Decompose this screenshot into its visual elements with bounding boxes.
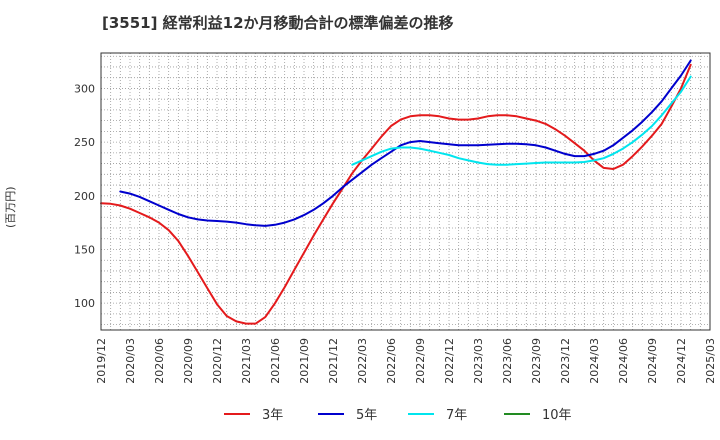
x-tick-label: 2022/12 <box>443 338 456 384</box>
series-lines <box>100 59 692 325</box>
legend-label: 7年 <box>446 408 467 423</box>
y-tick-label: 250 <box>74 136 95 149</box>
y-tick-label: 300 <box>74 82 95 95</box>
x-tick-label: 2024/12 <box>675 338 688 384</box>
plot-area <box>101 53 710 330</box>
x-tick-labels: 2019/12 2020/03 2020/06 2020/09 2020/12 2021/… <box>95 338 717 384</box>
series-line-3年 <box>100 63 692 325</box>
legend-label: 3年 <box>262 408 283 423</box>
x-tick-label: 2024/06 <box>617 338 630 384</box>
x-tick-label: 2022/09 <box>414 338 427 384</box>
x-tick-label: 2023/03 <box>472 338 485 384</box>
series-line-5年 <box>119 59 692 227</box>
x-tick-label: 2020/12 <box>211 338 224 384</box>
y-tick-label: 100 <box>74 297 95 310</box>
x-tick-label: 2024/09 <box>646 338 659 384</box>
x-tick-label: 2020/06 <box>153 338 166 384</box>
grid-lines <box>101 53 710 330</box>
x-tick-label: 2021/12 <box>327 338 340 384</box>
chart-title: [3551] 経常利益12か月移動合計の標準偏差の推移 <box>102 14 454 32</box>
x-tick-label: 2020/09 <box>182 338 195 384</box>
x-tick-label: 2023/12 <box>559 338 572 384</box>
x-tick-label: 2019/12 <box>95 338 108 384</box>
legend: 3年 5年 7年 10年 <box>224 408 572 423</box>
x-tick-label: 2021/03 <box>240 338 253 384</box>
plot-frame <box>100 52 711 331</box>
x-tick-label: 2022/06 <box>385 338 398 384</box>
legend-label: 10年 <box>542 408 572 423</box>
series-line-7年 <box>351 75 692 166</box>
y-tick-label: 200 <box>74 190 95 203</box>
legend-label: 5年 <box>356 408 377 423</box>
x-tick-label: 2022/03 <box>356 338 369 384</box>
x-tick-label: 2020/03 <box>124 338 137 384</box>
x-tick-label: 2023/09 <box>530 338 543 384</box>
x-tick-label: 2023/06 <box>501 338 514 384</box>
x-tick-label: 2024/03 <box>588 338 601 384</box>
x-tick-label: 2021/09 <box>298 338 311 384</box>
x-tick-label: 2021/06 <box>269 338 282 384</box>
y-tick-label: 150 <box>74 243 95 256</box>
x-tick-label: 2025/03 <box>704 338 717 384</box>
y-tick-labels: 100 150 200 250 300 <box>74 82 95 310</box>
